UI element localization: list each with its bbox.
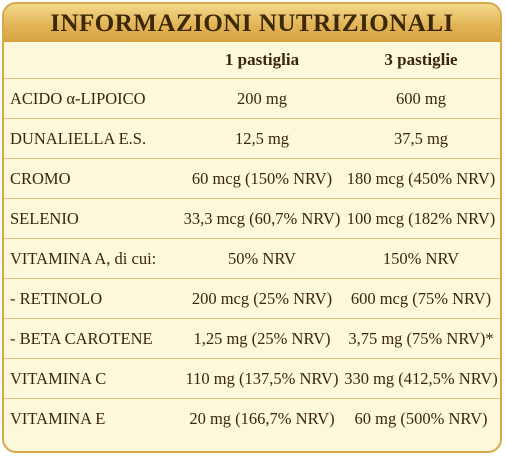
table-row: - BETA CAROTENE 1,25 mg (25% NRV) 3,75 mg …: [4, 318, 500, 359]
nutrient-label: VITAMINA C: [10, 369, 107, 388]
value-cell: 33,3 mcg (60,7% NRV): [183, 209, 341, 228]
table-row: VITAMINA A, di cui: 50% NRV 150% NRV: [4, 238, 500, 279]
value-cell: 60 mcg (150% NRV): [191, 169, 333, 188]
value-cell: 1,25 mg (25% NRV): [193, 329, 331, 348]
table-row: VITAMINA E 20 mg (166,7% NRV) 60 mg (500% …: [4, 398, 500, 439]
value-cell: 60 mg (500% NRV): [354, 409, 488, 428]
nutrient-label: SELENIO: [10, 209, 79, 228]
nutrient-label: - RETINOLO: [10, 289, 103, 308]
column-header: 3 pastiglie: [384, 50, 458, 69]
table-row: CROMO 60 mcg (150% NRV) 180 mcg (450% NRV): [4, 158, 500, 199]
value-cell: 600 mg: [396, 89, 446, 108]
value-cell: 180 mcg (450% NRV): [346, 169, 496, 188]
nutrient-label: - BETA CAROTENE: [10, 329, 153, 348]
value-cell: 20 mg (166,7% NRV): [189, 409, 335, 428]
value-cell: 600 mcg (75% NRV): [350, 289, 492, 308]
table-row: VITAMINA C 110 mg (137,5% NRV) 330 mg (412…: [4, 358, 500, 399]
value-cell: 3,75 mg (75% NRV)*: [348, 329, 494, 348]
value-cell: 110 mg (137,5% NRV): [185, 369, 339, 388]
table-row: DUNALIELLA E.S. 12,5 mg 37,5 mg: [4, 118, 500, 159]
value-cell: 37,5 mg: [393, 129, 449, 148]
column-header-row: 1 pastiglia 3 pastiglie: [4, 40, 500, 80]
value-cell: 200 mcg (25% NRV): [191, 289, 333, 308]
nutrient-label: VITAMINA A, di cui:: [10, 249, 157, 268]
value-cell: 50% NRV: [228, 249, 296, 268]
column-header: 1 pastiglia: [224, 50, 300, 69]
nutrient-label: DUNALIELLA E.S.: [10, 129, 147, 148]
value-cell: 150% NRV: [382, 249, 460, 268]
value-cell: 100 mcg (182% NRV): [346, 209, 496, 228]
table-row: ACIDO α-LIPOICO 200 mg 600 mg: [4, 78, 500, 119]
value-cell: 12,5 mg: [234, 129, 290, 148]
value-cell: 200 mg: [237, 89, 287, 108]
nutrient-label: VITAMINA E: [10, 409, 106, 428]
nutrition-panel: INFORMAZIONI NUTRIZIONALI 1 pastiglia 3 …: [2, 2, 502, 453]
panel-title: INFORMAZIONI NUTRIZIONALI: [4, 4, 500, 42]
nutrient-label: ACIDO α-LIPOICO: [10, 89, 146, 108]
value-cell: 330 mg (412,5% NRV): [344, 369, 498, 388]
table-row: SELENIO 33,3 mcg (60,7% NRV) 100 mcg (182%…: [4, 198, 500, 239]
table-row: - RETINOLO 200 mcg (25% NRV) 600 mcg (75% …: [4, 278, 500, 319]
nutrient-label: CROMO: [10, 169, 71, 188]
